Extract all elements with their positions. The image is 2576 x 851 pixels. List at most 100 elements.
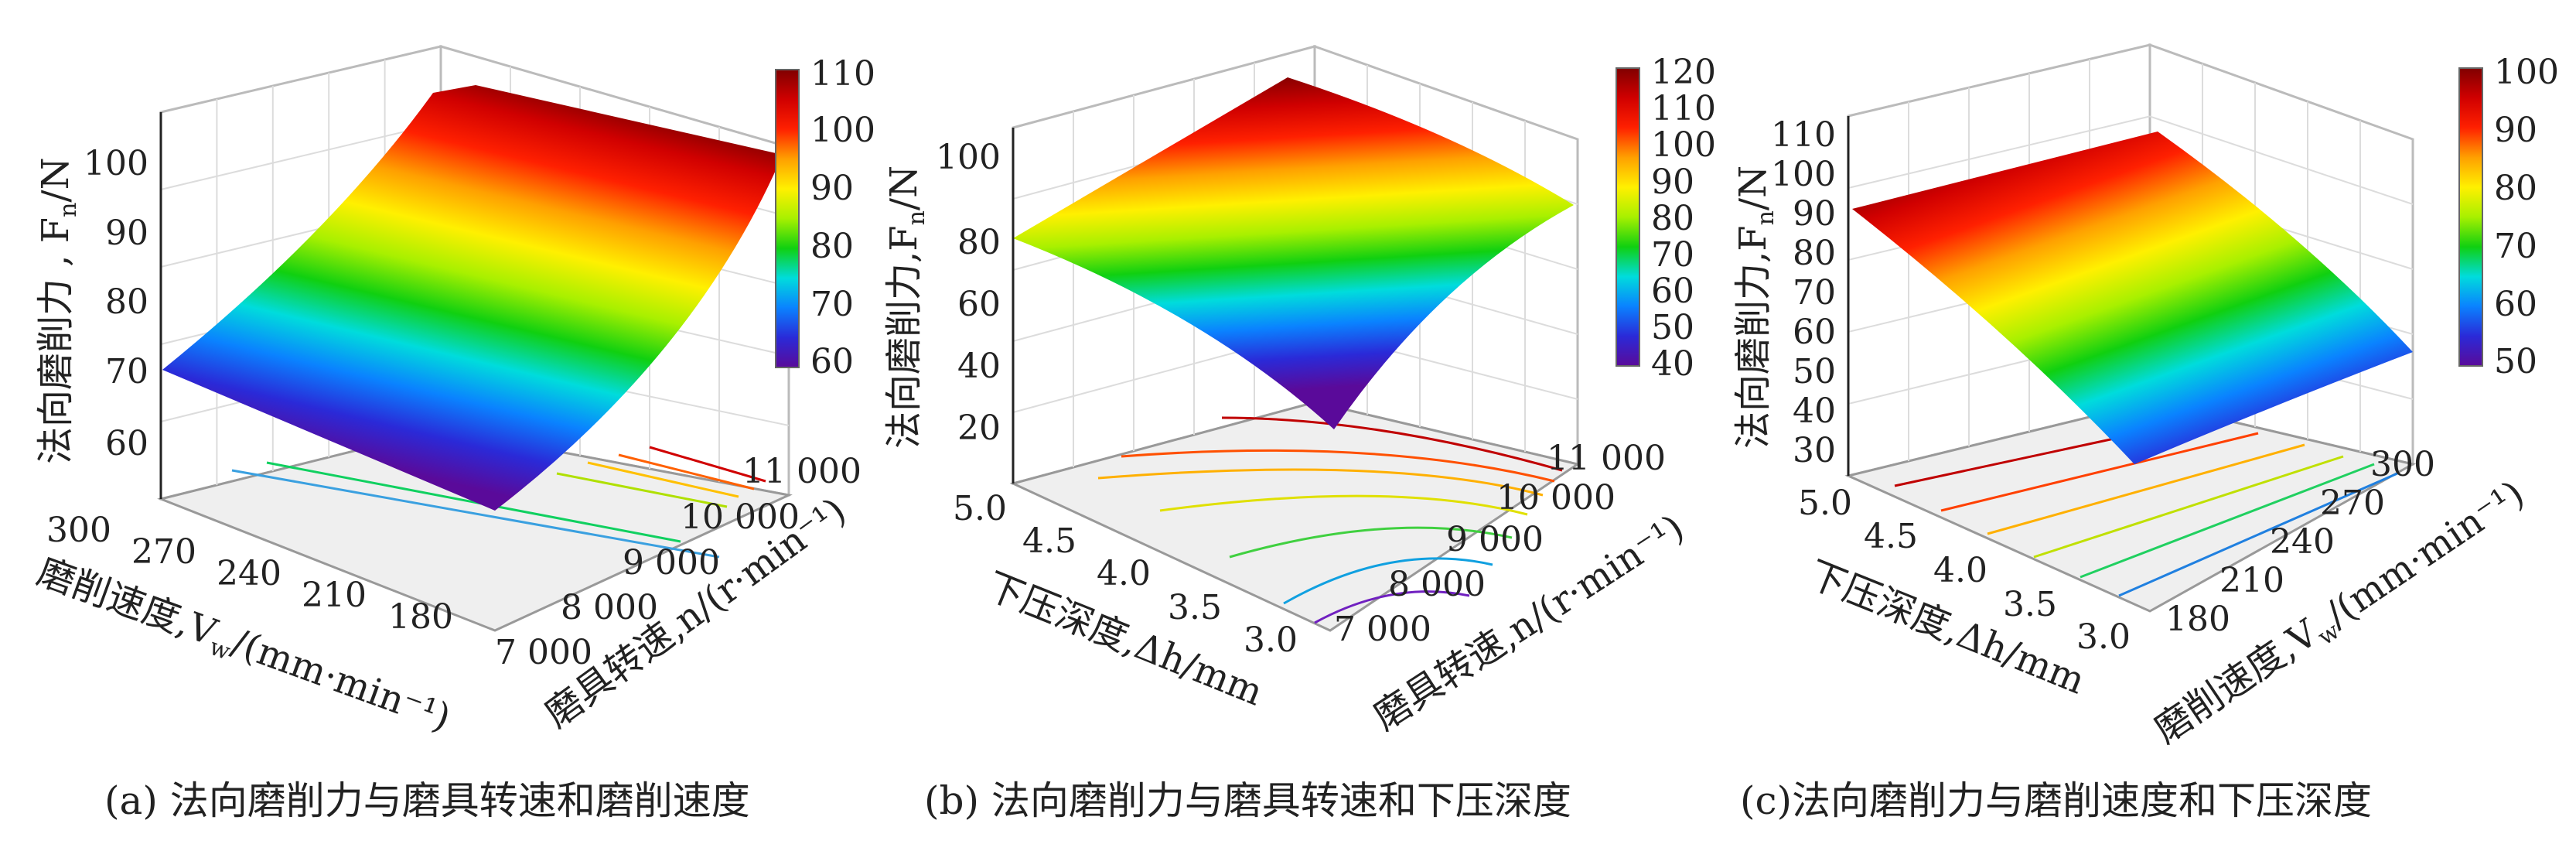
panel-b-contour-6 (1283, 557, 1493, 605)
panel-c-cbtick: 70 (2494, 227, 2537, 266)
panel-a-contour-5 (618, 453, 755, 490)
panel-a: 60 70 80 90 100 法向磨削力 , Fn/N 300 270 240… (32, 45, 875, 823)
panel-c-contour-5 (2080, 463, 2375, 579)
panel-c-ztick: 40 (1793, 391, 1836, 431)
panel-a-ytick: 7 000 (495, 633, 592, 672)
panel-c-ztick: 30 (1793, 431, 1836, 470)
panel-a-ytick: 8 000 (561, 588, 658, 627)
panel-c-ztick: 80 (1793, 234, 1836, 273)
panel-a-ytick: 9 000 (623, 543, 720, 583)
panel-c-ztick: 100 (1771, 155, 1836, 194)
panel-a-ztick: 60 (105, 424, 148, 463)
panel-c-xtick: 5.0 (1798, 484, 1852, 523)
panel-b-ytick: 7 000 (1334, 610, 1431, 649)
panel-a-ytick: 10 000 (681, 497, 800, 537)
panel-c-ytick: 300 (2370, 445, 2435, 484)
panel-c-cbtick: 60 (2494, 285, 2537, 324)
panel-a-colorbar (775, 69, 800, 368)
panel-b-xtick: 3.0 (1244, 620, 1298, 660)
panel-a-floor (157, 428, 793, 632)
panel-a-zticks: 60 70 80 90 100 (84, 144, 148, 463)
panel-c-xtick: 4.5 (1864, 517, 1918, 556)
panel-a-colorbar-ticks: 110 100 90 80 70 60 (810, 54, 875, 381)
gridline (2149, 115, 2414, 205)
panel-b-contours (1097, 416, 1563, 624)
panel-b-xticks: 5.0 4.5 4.0 3.5 3.0 (953, 489, 1298, 660)
panel-b-ytick: 8 000 (1388, 565, 1486, 604)
panel-a-zlabel: 法向磨削力 , Fn/N (34, 157, 82, 464)
gridline (1848, 115, 2151, 189)
panel-b-colorbar (1616, 67, 1640, 367)
panel-a-cbtick: 60 (810, 342, 854, 381)
panel-b-cbtick: 60 (1651, 272, 1694, 311)
panel-c-caption: (c)法向磨削力与磨削速度和下压深度 (1740, 778, 2372, 823)
panel-a-xtick: 270 (131, 532, 196, 572)
panel-b-contour-1 (1221, 416, 1563, 472)
panel-c-xticks: 5.0 4.5 4.0 3.5 3.0 (1798, 484, 2131, 657)
panel-b-contour-5 (1229, 526, 1513, 559)
panel-c-zlabel: 法向磨削力,Fn/N (1732, 166, 1779, 449)
panel-c-ztick: 90 (1793, 194, 1836, 234)
panel-a-xticks: 300 270 240 210 180 (46, 511, 453, 637)
panel-b-ytick: 11 000 (1547, 439, 1666, 478)
panel-b-ytick: 10 000 (1496, 478, 1616, 518)
panel-b-ytick: 9 000 (1446, 520, 1544, 559)
panel-c-ztick: 60 (1793, 313, 1836, 352)
panel-c-contour-6 (2118, 472, 2398, 597)
panel-a-xtick: 210 (302, 576, 367, 615)
panel-b-surface (1013, 77, 1574, 429)
panel-c-ytick: 240 (2270, 522, 2335, 562)
panel-c-yticks: 180 210 240 270 300 (2165, 445, 2435, 639)
panel-b-cbtick: 50 (1651, 308, 1694, 347)
panel-b-contour-3 (1097, 468, 1544, 497)
panel-c-colorbar-ticks: 100 90 80 70 60 50 (2494, 53, 2559, 381)
panel-a-ztick: 80 (105, 282, 148, 322)
panel-c-ytick: 270 (2320, 484, 2385, 523)
panel-a-cbtick: 80 (810, 227, 854, 266)
panel-a-ztick: 100 (84, 144, 148, 183)
panel-a-contour-1 (231, 469, 720, 559)
panel-c: 30 40 50 60 70 80 90 100 110 法向磨削力,Fn/N … (1732, 43, 2559, 823)
panel-b-ztick: 60 (957, 285, 1001, 324)
panel-a-xtick: 240 (217, 554, 281, 593)
panel-c-contour-4 (2033, 455, 2344, 559)
panel-a-cbtick: 100 (810, 111, 875, 150)
panel-a-contour-2 (266, 461, 681, 543)
panel-a-contour-3 (556, 472, 728, 508)
panel-c-ztick: 50 (1793, 352, 1836, 391)
panel-b-xtick: 5.0 (953, 489, 1007, 528)
panel-a-ztick: 90 (105, 214, 148, 253)
panel-b-yticks: 7 000 8 000 9 000 10 000 11 000 (1334, 439, 1666, 649)
panel-b-cbtick: 40 (1651, 344, 1694, 384)
panel-c-surface (1852, 132, 2413, 464)
panel-c-xtick: 3.5 (2003, 585, 2057, 624)
panel-a-cbtick: 90 (810, 169, 854, 208)
panel-c-contour-3 (1987, 443, 2305, 535)
panel-a-cbtick: 70 (810, 285, 854, 324)
panel-a-contour-4 (587, 461, 739, 498)
panel-b-xtick: 4.0 (1097, 554, 1151, 593)
panel-b-contour-4 (1159, 494, 1528, 516)
panel-b-contour-7 (1314, 590, 1470, 624)
panel-a-xtick: 180 (388, 597, 453, 637)
panel-b-colorbar-ticks: 120 110 100 90 80 70 60 50 40 (1651, 53, 1716, 384)
panel-b-contour-2 (1121, 449, 1555, 483)
panel-c-xtick: 4.0 (1933, 551, 1987, 590)
panel-c-zticks: 30 40 50 60 70 80 90 100 110 (1771, 115, 1836, 470)
panel-a-yticks: 7 000 8 000 9 000 10 000 11 000 (495, 452, 862, 672)
panel-b-cbtick: 90 (1651, 162, 1694, 202)
panel-a-ztick: 70 (105, 352, 148, 391)
panel-c-ztick: 70 (1793, 273, 1836, 313)
panel-a-ytick: 11 000 (742, 452, 862, 491)
panel-c-cbtick: 50 (2494, 342, 2537, 381)
panel-a-xtick: 300 (46, 511, 111, 550)
panel-b-cbtick: 70 (1651, 235, 1694, 275)
panel-c-cbtick: 80 (2494, 169, 2537, 208)
gridline (160, 122, 442, 190)
panel-a-contours (231, 446, 766, 559)
panel-c-colorbar (2458, 67, 2483, 367)
panel-b-ztick: 80 (957, 223, 1001, 262)
panel-b-cbtick: 110 (1651, 89, 1716, 128)
panel-b-cbtick: 120 (1651, 53, 1716, 92)
